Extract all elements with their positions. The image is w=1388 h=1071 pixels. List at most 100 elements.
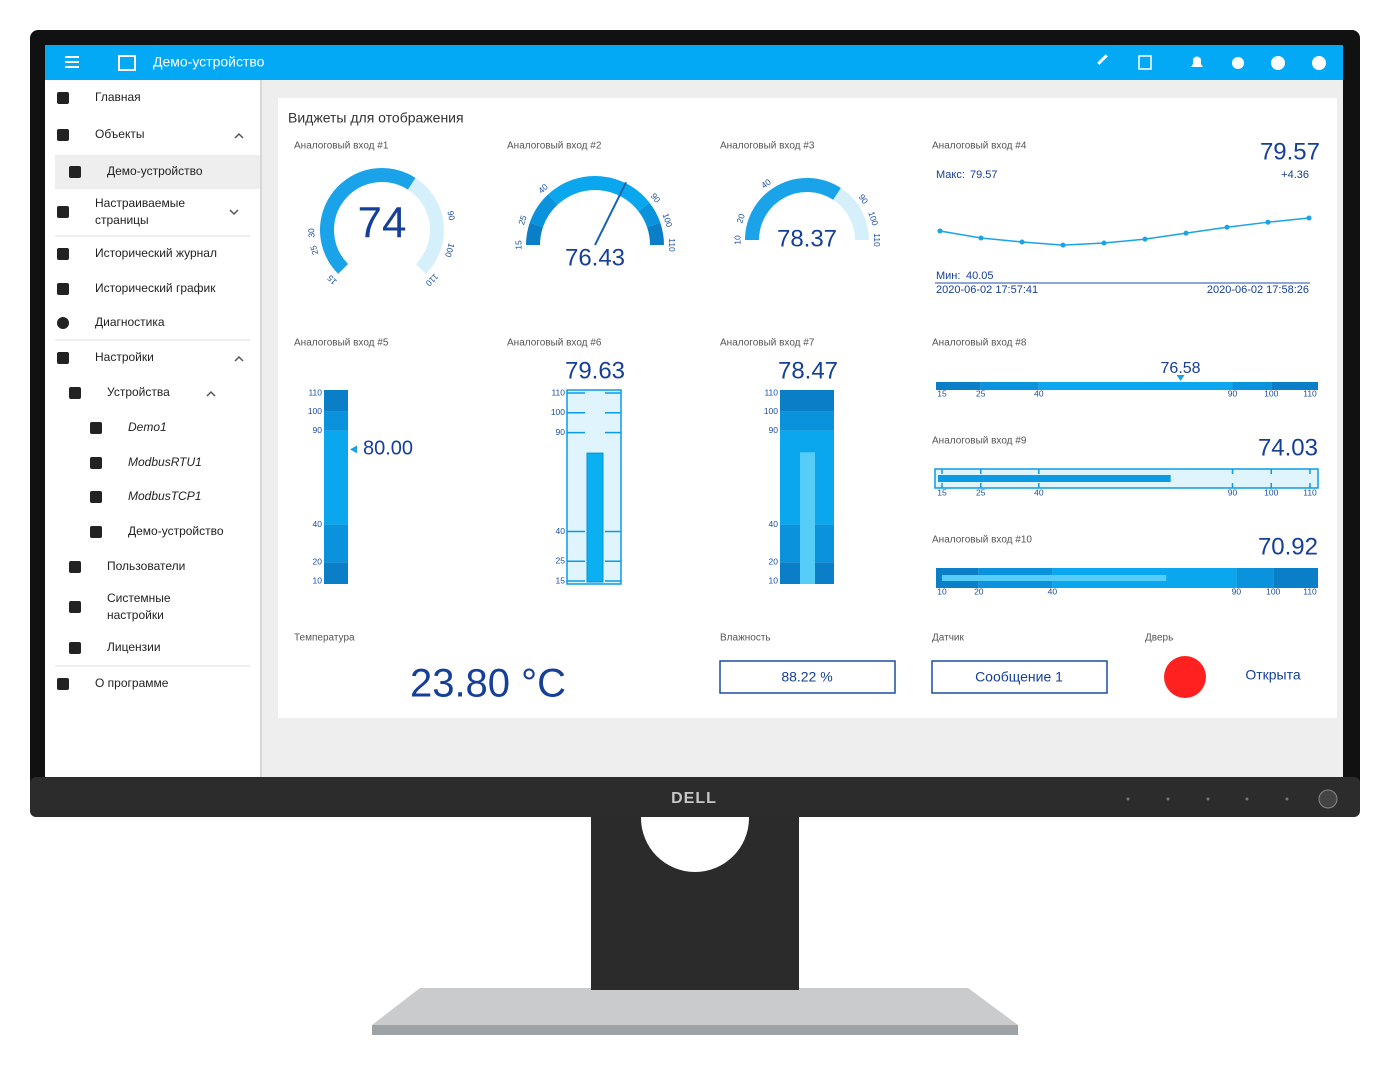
dashboard-button[interactable] [1138,55,1152,70]
sidebar-icon [57,92,69,104]
widget-label: Аналоговый вход #6 [507,338,602,349]
gauge-value: 78.37 [777,225,837,252]
trend-min: 40.05 [966,270,994,282]
content-title: Виджеты для отображения [288,110,464,126]
gauge-value: 76.43 [565,244,625,271]
sidebar-icon [57,352,69,364]
tick-label: 25 [976,388,986,398]
settings-button[interactable] [1232,57,1244,69]
sidebar-icon [69,642,81,654]
scale-band [780,411,834,431]
widget-label: Влажность [720,633,771,644]
bar-value: 78.47 [778,357,838,384]
tick-label: 90 [556,427,566,437]
widget-label: Аналоговый вход #3 [720,141,815,152]
sidebar-item[interactable]: Устройства [107,385,170,399]
edit-button[interactable] [1097,54,1108,65]
sidebar-item[interactable]: Настраиваемые страницы [95,196,186,227]
sidebar-item[interactable]: Исторический график [95,281,216,295]
sidebar-icon [90,457,102,469]
tick-label: 110 [1303,388,1317,398]
sidebar-item[interactable]: ModbusRTU1 [128,455,202,469]
trend-value: 79.57 [1260,138,1320,165]
sidebar-item[interactable]: О программе [95,676,169,690]
box-text: Сообщение 1 [975,669,1063,685]
widget-label: Аналоговый вход #5 [294,338,389,349]
scale-band [324,411,348,431]
sidebar-icon [69,561,81,573]
door-state: Открыта [1245,667,1301,683]
brand-logo: DELL [671,790,717,807]
tick-label: 90 [1228,388,1238,398]
sidebar-item[interactable]: Настройки [95,350,154,364]
sidebar-item[interactable]: Demo1 [128,420,167,434]
sidebar-item[interactable]: Лицензии [107,640,161,654]
tick-label: 20 [769,556,779,566]
scale-band [936,382,981,390]
tick-label: 100 [1266,586,1280,596]
sidebar-chevron [234,355,244,362]
help-button[interactable] [1312,56,1326,70]
gauge-fill [745,178,841,241]
sidebar-icon [90,491,102,503]
sidebar-item[interactable]: Главная [95,90,141,104]
scale-band [1273,568,1318,588]
tick-label: 90 [1228,487,1238,497]
box-text: 88.22 % [781,669,832,685]
trend-point [1224,224,1230,230]
monitor-neck [591,810,799,990]
thermo-fill [938,475,1171,482]
sidebar-item[interactable]: ModbusTCP1 [128,489,202,503]
device-icon [118,55,136,71]
value-pointer [1176,375,1185,381]
notifications-button[interactable] [1191,56,1203,68]
header-actions [1097,54,1326,70]
trend-point [937,228,943,234]
gauge-tick-label: 110 [872,233,882,247]
account-button[interactable] [1271,56,1285,70]
monitor-chin [30,777,1360,817]
scale-band [324,562,348,584]
sidebar-item[interactable]: Демо-устройство [107,164,203,178]
monitor-base-edge [372,1025,1018,1035]
trend-point [1265,219,1271,225]
tick-label: 40 [313,519,323,529]
widget-label: Аналоговый вход #10 [932,535,1032,546]
scale-band [1038,382,1233,390]
gauge-tick-label: 20 [734,212,747,224]
scale-value: 80.00 [363,438,413,460]
tick-label: 40 [1034,388,1044,398]
menu-button[interactable] [65,56,79,68]
bar-value: 74.03 [1258,434,1318,461]
tick-label: 100 [551,407,565,417]
gauge-tick-label: 110 [667,238,677,252]
sidebar-icon [57,248,69,260]
sidebar-icon [57,206,69,218]
sidebar-item[interactable]: Системные настройки [107,591,171,622]
gauge-tick-label: 90 [445,210,457,222]
sidebar-chevron [206,390,216,397]
monitor-base [372,988,1018,1035]
sidebar-dividers [55,235,250,667]
trend-max: 79.57 [970,169,998,181]
trend-min-label: Мин: [936,270,960,282]
scale-band [1232,382,1272,390]
temperature-value: 23.80 °C [410,662,566,706]
tick-label: 25 [556,555,566,565]
trend-point [1060,242,1066,248]
sidebar-item[interactable]: Объекты [95,127,145,141]
value-box [719,660,896,694]
sidebar-icon [57,678,69,690]
header-title: Демо-устройство [153,54,265,70]
gauge-tick-label: 100 [443,242,457,259]
gauge-tick-label: 25 [516,214,529,226]
sidebar-item[interactable]: Исторический журнал [95,246,217,260]
trend-point [1306,215,1312,221]
gauge-tick-label: 15 [513,240,523,250]
value-box [931,660,1108,694]
sidebar-item[interactable]: Диагностика [95,315,165,329]
tick-label: 20 [974,586,984,596]
sidebar-item[interactable]: Демо-устройство [128,524,224,538]
sidebar-item[interactable]: Пользователи [107,559,186,573]
